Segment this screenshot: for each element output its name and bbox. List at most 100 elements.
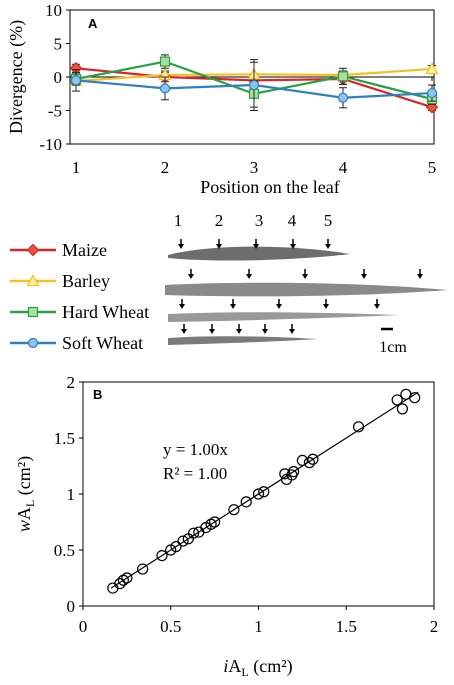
scatter-point — [409, 392, 421, 404]
panel-b-x-tick-label: 2 — [430, 617, 439, 636]
panel-a-y-tick-label: -5 — [48, 102, 62, 121]
leaf-position-label: 4 — [288, 211, 297, 230]
panel-b-y-ticks: 0 0.5 1 1.5 2 — [54, 373, 83, 616]
leaf-arrow-head — [290, 244, 296, 249]
scatter-point — [307, 453, 319, 465]
regression-equation: y = 1.00x — [163, 440, 228, 459]
data-point-hard-wheat — [337, 71, 349, 82]
legend-label-maize: Maize — [62, 240, 107, 260]
legend-marker-hard-wheat — [27, 306, 39, 318]
panel-a-x-tick-label: 5 — [428, 158, 437, 177]
scatter-point — [296, 454, 308, 466]
panel-a-x-tick-label: 2 — [161, 158, 170, 177]
leaf-figure: 1 2 3 4 5 1cm — [165, 211, 448, 356]
leaf-position-label: 3 — [255, 211, 264, 230]
scatter-point — [121, 572, 133, 584]
leaf-arrow-head — [323, 304, 329, 309]
panel-a-y-axis-label: Divergence (%) — [6, 20, 27, 134]
data-point-soft-wheat — [337, 92, 349, 103]
scatter-point — [391, 394, 403, 406]
panel-b-y-axis-label: wAL (cm²) — [14, 456, 37, 532]
scatter-point — [137, 563, 149, 575]
trendline — [110, 391, 419, 589]
scatter-point — [177, 535, 189, 547]
legend-label-hard-wheat: Hard Wheat — [62, 302, 149, 322]
leaf-position-label: 1 — [174, 211, 183, 230]
panel-b-y-tick-label: 1 — [67, 485, 76, 504]
r-squared: R² = 1.00 — [163, 464, 227, 483]
leaf-arrow-head — [289, 329, 295, 334]
panel-a-y-tick-label: 0 — [54, 68, 63, 87]
data-point-soft-wheat — [70, 75, 82, 86]
leaf-barley — [165, 282, 448, 297]
scatter-point — [228, 504, 240, 516]
legend-marker-soft-wheat — [27, 337, 39, 349]
leaf-images — [165, 246, 448, 345]
panel-b-points — [107, 388, 421, 594]
panel-b-x-tick-label: 0.5 — [160, 617, 181, 636]
panel-b-label: B — [93, 387, 102, 402]
leaf-arrow-head — [417, 274, 423, 279]
scatter-point — [303, 457, 315, 469]
panel-a-series — [69, 54, 439, 114]
panel-a-y-tick-label: -10 — [39, 135, 62, 154]
leaf-arrow-head — [262, 329, 268, 334]
scatter-point — [258, 486, 270, 498]
legend-marker-maize — [26, 243, 40, 257]
panel-b-y-tick-label: 2 — [67, 373, 76, 392]
leaf-hard-wheat — [168, 312, 400, 322]
leaf-position-label: 2 — [215, 211, 224, 230]
panel-b-y-tick-label: 1.5 — [54, 429, 75, 448]
panel-b-y-tick-label: 0.5 — [54, 541, 75, 560]
leaf-arrow-head — [178, 244, 184, 249]
data-point-soft-wheat — [159, 83, 171, 94]
panel-a-x-tick-label: 3 — [250, 158, 259, 177]
scatter-point — [156, 549, 168, 562]
panel-b-y-tick-label: 0 — [67, 597, 76, 616]
leaf-arrow-head — [276, 304, 282, 309]
leaf-arrow-head — [179, 304, 185, 309]
scatter-point — [114, 577, 126, 590]
leaf-arrow-head — [246, 274, 252, 279]
panel-b-x-ticks: 0 0.5 1 1.5 2 — [79, 606, 439, 636]
leaf-arrow-head — [374, 304, 380, 309]
leaf-position-label: 5 — [324, 211, 333, 230]
scatter-point — [170, 541, 182, 553]
panel-b-x-axis-label: iAL (cm²) — [223, 656, 292, 679]
panel-b-x-tick-label: 1 — [254, 617, 263, 636]
panel-a-y-tick-label: 10 — [45, 1, 62, 20]
legend-marker-barley — [26, 274, 40, 287]
panel-a-y-tick-label: 5 — [54, 35, 63, 54]
panel-b-trendline — [110, 391, 419, 589]
scatter-point — [240, 496, 252, 508]
leaf-arrow-head — [325, 244, 331, 249]
leaf-arrow-head — [188, 274, 194, 279]
panel-a-y-ticks: -10 -5 0 5 10 — [39, 1, 70, 154]
data-point-barley — [425, 62, 439, 75]
leaf-arrow-head — [236, 329, 242, 334]
scatter-point — [279, 468, 291, 480]
panel-a-label: A — [88, 16, 98, 31]
panel-a-x-tick-label: 4 — [339, 158, 348, 177]
scatter-point — [288, 466, 300, 478]
legend: Maize Barley Hard Wheat Soft Wheat — [10, 240, 149, 353]
panel-b-x-tick-label: 0 — [79, 617, 88, 636]
leaf-position-labels: 1 2 3 4 5 — [174, 211, 333, 230]
leaf-arrow-head — [361, 274, 367, 279]
scatter-point — [209, 516, 221, 528]
scatter-point — [352, 421, 365, 433]
data-point-soft-wheat — [248, 79, 260, 91]
scatter-point — [396, 403, 409, 415]
scale-bar-label: 1cm — [379, 339, 407, 356]
leaf-arrow-head — [230, 304, 236, 309]
data-point-soft-wheat — [426, 87, 438, 99]
leaf-soft-wheat — [168, 336, 318, 345]
leaf-maize — [168, 246, 350, 261]
panel-a-x-axis-label: Position on the leaf — [200, 177, 339, 197]
leaf-position-arrows — [178, 239, 423, 334]
legend-label-barley: Barley — [62, 271, 110, 291]
panel-a: A -10 -5 0 5 10 1 2 3 4 5 Position on the leaf D… — [6, 1, 439, 197]
leaf-arrow-head — [181, 329, 187, 334]
panel-a-x-tick-label: 1 — [72, 158, 81, 177]
